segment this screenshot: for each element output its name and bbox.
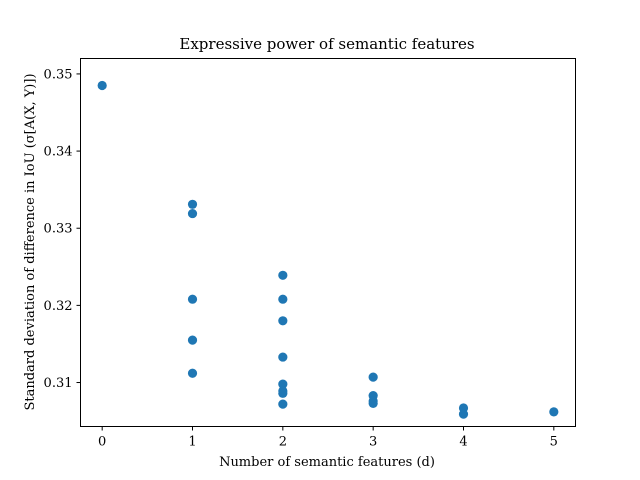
y-axis-ticks: 0.31 0.32 0.33 0.34 0.35 (44, 67, 81, 391)
y-tick-label: 0.35 (44, 67, 73, 82)
data-point (278, 379, 288, 389)
data-point (187, 335, 198, 345)
data-point (278, 399, 288, 409)
y-tick-label: 0.31 (44, 376, 73, 391)
data-point (187, 199, 198, 209)
data-points (97, 80, 559, 419)
data-point (278, 294, 288, 304)
y-tick-label: 0.34 (44, 145, 73, 160)
data-point (278, 316, 288, 326)
x-tick-label: 0 (98, 435, 106, 450)
x-tick-label: 4 (459, 435, 467, 450)
data-point (278, 270, 288, 280)
y-tick-label: 0.33 (44, 222, 73, 237)
x-tick-label: 3 (369, 435, 377, 450)
data-point (187, 208, 198, 219)
y-axis-label: Standard deviation of difference in IoU … (23, 73, 38, 410)
x-tick-label: 2 (279, 435, 287, 450)
data-point (97, 80, 107, 91)
x-axis-label: Number of semantic features (d) (219, 455, 435, 470)
data-point (278, 352, 288, 362)
plot-frame (80, 58, 576, 427)
chart-title: Expressive power of semantic features (179, 35, 474, 53)
y-tick-label: 0.32 (44, 299, 73, 314)
x-axis-ticks: 0 1 2 3 4 5 (98, 426, 558, 450)
data-point (549, 407, 559, 417)
data-point (368, 398, 378, 408)
data-point (368, 372, 378, 382)
data-point (458, 409, 469, 419)
x-tick-label: 5 (550, 435, 558, 450)
x-tick-label: 1 (188, 435, 196, 450)
data-point (187, 294, 198, 304)
data-point (187, 368, 198, 378)
data-point (278, 388, 288, 398)
